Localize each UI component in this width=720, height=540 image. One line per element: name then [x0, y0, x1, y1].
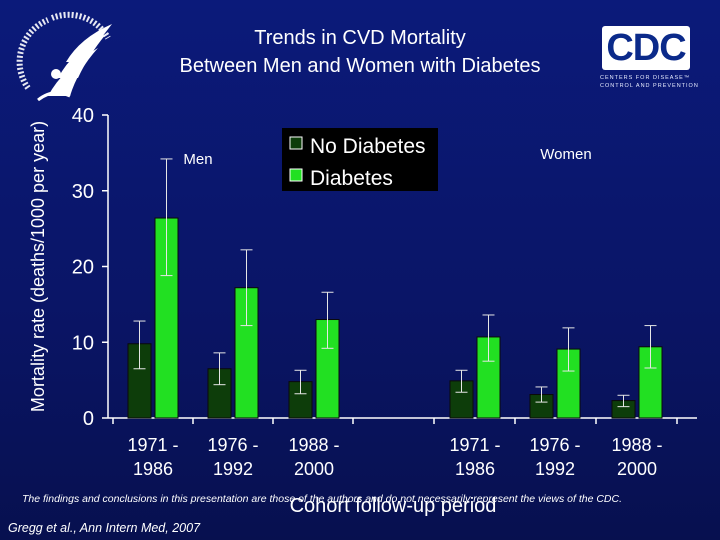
legend-label-no-diabetes: No Diabetes [310, 135, 426, 158]
disclaimer-text: The findings and conclusions in this pre… [22, 493, 623, 505]
y-tick-label: 10 [72, 332, 94, 354]
citation-text: Gregg et al., Ann Intern Med, 2007 [8, 521, 201, 535]
y-tick-label: 0 [83, 408, 94, 430]
cdc-logo-line2: CONTROL AND PREVENTION [600, 83, 699, 89]
legend-swatch-no-diabetes [289, 136, 303, 150]
x-tick-label-line2: 1986 [133, 459, 173, 479]
legend-swatch-diabetes [289, 168, 303, 182]
x-tick-label-line1: 1971 - [449, 435, 500, 455]
group-label-men: Men [183, 151, 212, 168]
x-tick-label-line2: 2000 [617, 459, 657, 479]
x-tick-label-line1: 1988 - [288, 435, 339, 455]
x-tick-label-line2: 2000 [294, 459, 334, 479]
cdc-logo-line1: CENTERS FOR DISEASE™ [600, 75, 691, 81]
x-tick-label-line2: 1992 [213, 459, 253, 479]
x-tick-label-line1: 1976 - [207, 435, 258, 455]
chart-title-line2: Between Men and Women with Diabetes [179, 55, 541, 77]
cdc-logo-box [602, 26, 690, 70]
chart-title-line1: Trends in CVD Mortality [254, 27, 466, 49]
cdc-logo-text: CDC [606, 27, 686, 69]
group-label-women: Women [540, 146, 591, 163]
x-tick-label-line2: 1986 [455, 459, 495, 479]
x-tick-label-line1: 1988 - [611, 435, 662, 455]
y-tick-label: 40 [72, 105, 94, 127]
y-tick-label: 30 [72, 181, 94, 203]
x-tick-label-line1: 1976 - [529, 435, 580, 455]
cdc-logo: CDC CENTERS FOR DISEASE™ CONTROL AND PRE… [600, 22, 699, 94]
legend-box [282, 128, 438, 191]
y-tick-label: 20 [72, 257, 94, 279]
x-tick-label-line1: 1971 - [127, 435, 178, 455]
hhs-eagle-seal-icon [16, 11, 112, 102]
cdc-logo-subtitle: CENTERS FOR DISEASE™ CONTROL AND PREVENT… [600, 74, 699, 90]
y-axis-label: Mortality rate (deaths/1000 per year) [28, 121, 48, 412]
x-axis-label: Cohort follow-up period [290, 495, 497, 517]
legend-label-diabetes: Diabetes [310, 167, 393, 190]
x-tick-label-line2: 1992 [535, 459, 575, 479]
chart-title: Trends in CVD Mortality Between Men and … [130, 24, 590, 80]
